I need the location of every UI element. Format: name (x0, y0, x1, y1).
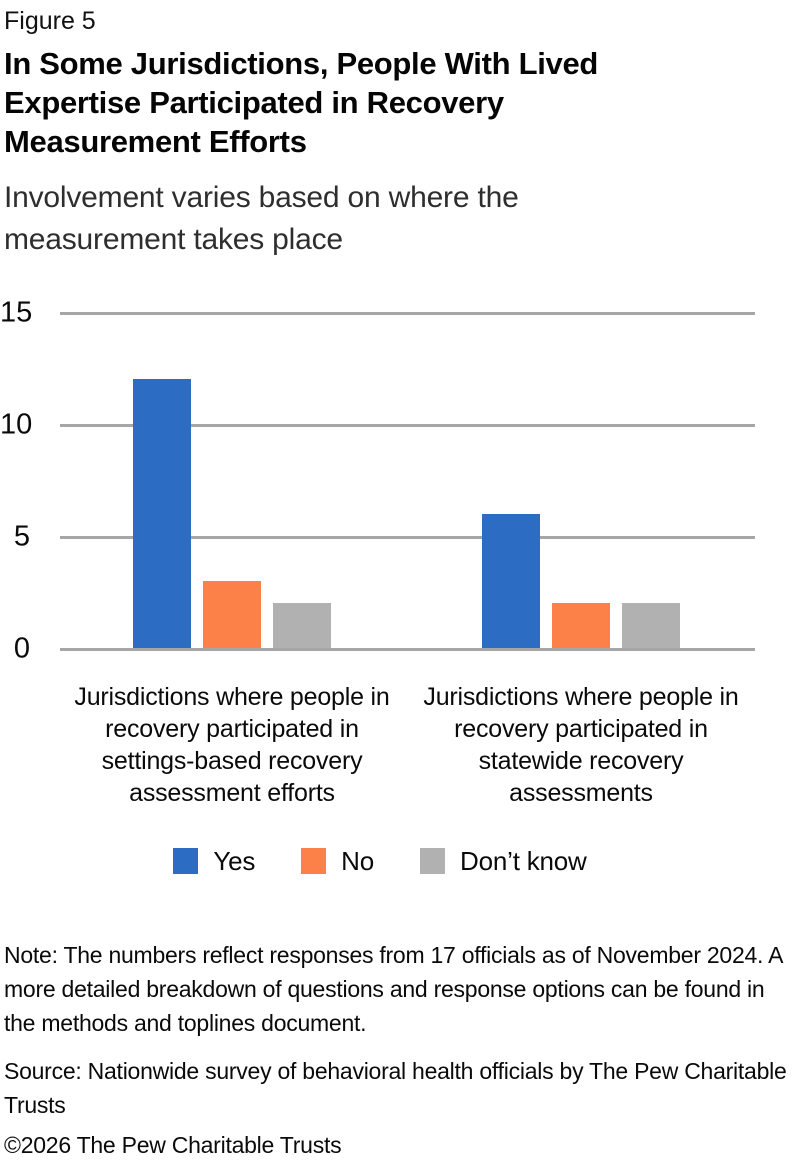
figure-label: Figure 5 (4, 7, 96, 35)
note-text: Note: The numbers reflect responses from… (4, 942, 782, 1036)
legend-swatch-no (301, 848, 327, 874)
category-label-1: Jurisdictions where people in recovery p… (74, 683, 390, 807)
y-axis-tick-10: 10 (0, 408, 33, 441)
gridline-0 (60, 648, 755, 651)
bar-group2-don-t-know (622, 603, 680, 648)
bar-group1-yes (133, 379, 191, 648)
bar-group2-yes (482, 514, 540, 648)
gridline-15 (60, 312, 755, 315)
gridline-10 (60, 424, 755, 427)
category-label-2: Jurisdictions where people in recovery p… (423, 683, 739, 807)
legend-item-no: No (301, 848, 374, 874)
chart-subtitle: Involvement varies based on where the me… (4, 181, 519, 256)
y-axis-tick-0: 0 (13, 632, 30, 665)
copyright-text: ©2026 The Pew Charitable Trusts (4, 1132, 342, 1158)
legend-label: Don’t know (460, 846, 587, 876)
legend-swatch-yes (173, 848, 199, 874)
bar-group1-no (203, 581, 261, 648)
legend-item-yes: Yes (173, 848, 255, 874)
y-axis-tick-5: 5 (13, 520, 30, 553)
legend-swatch-don-t-know (420, 848, 446, 874)
legend-label: Yes (213, 846, 256, 876)
gridline-5 (60, 536, 755, 539)
y-axis-tick-15: 15 (0, 296, 33, 329)
chart-legend: Yes No Don’t know (0, 848, 776, 874)
bar-group2-no (552, 603, 610, 648)
bar-group1-don-t-know (273, 603, 331, 648)
chart-title: In Some Jurisdictions, People With Lived… (4, 46, 599, 159)
source-text: Source: Nationwide survey of behavioral … (4, 1058, 787, 1118)
legend-item-don-t-know: Don’t know (420, 848, 587, 874)
grouped-bar-chart: 0 5 10 15 Jurisdictions where people in reco… (0, 289, 792, 809)
legend-label: No (341, 846, 375, 876)
